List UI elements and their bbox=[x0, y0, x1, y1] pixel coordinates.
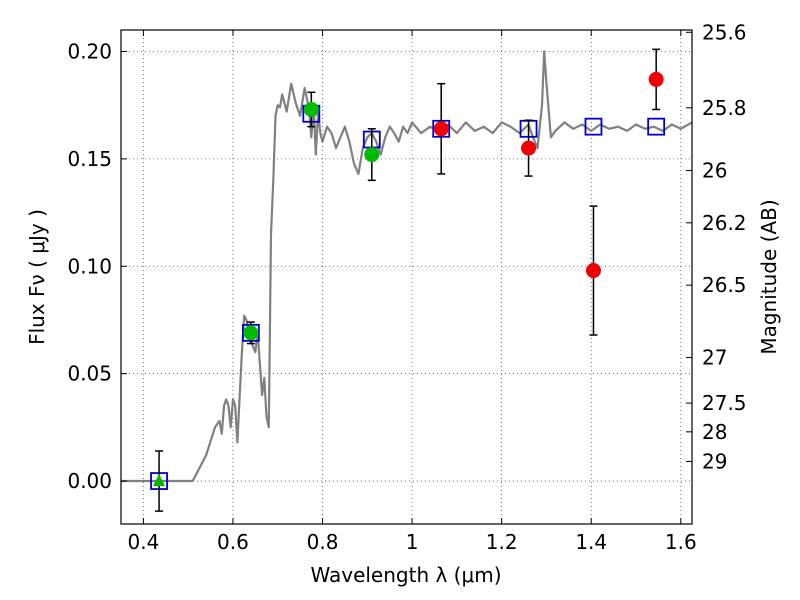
x-tick-label: 1.4 bbox=[575, 530, 607, 554]
y-axis-label: Flux Fν ( μJy ) bbox=[25, 209, 49, 345]
y2-tick-label: 25.8 bbox=[702, 96, 747, 120]
green-point bbox=[303, 101, 319, 117]
y2-tick-label: 25.6 bbox=[702, 20, 747, 44]
ticks: 0.4 0.6 0.8 1 1.2 1.4 1.6 0.00 0.05 0.10 0.15 0.20 2… bbox=[67, 20, 746, 554]
y-tick-label: 0.05 bbox=[67, 362, 112, 386]
plot-background bbox=[121, 30, 692, 524]
y2-tick-label: 26 bbox=[702, 159, 727, 183]
green-triangle-point bbox=[153, 474, 166, 487]
y2-tick-label: 26.2 bbox=[702, 211, 747, 235]
x-tick-label: 1 bbox=[406, 530, 419, 554]
x-axis-label: Wavelength λ (μm) bbox=[310, 563, 501, 587]
y-tick-label: 0.10 bbox=[67, 254, 112, 278]
data-layer bbox=[121, 48, 692, 512]
y2-tick-label: 26.5 bbox=[702, 273, 747, 297]
x-tick-label: 1.2 bbox=[486, 530, 518, 554]
y2-axis-label: Magnitude (AB) bbox=[757, 199, 781, 354]
red-point bbox=[433, 121, 449, 137]
y-tick-label: 0.15 bbox=[67, 147, 112, 171]
x-tick-label: 1.6 bbox=[665, 530, 697, 554]
y2-tick-label: 27.5 bbox=[702, 391, 747, 415]
red-point bbox=[648, 71, 664, 87]
green-point bbox=[243, 325, 259, 341]
x-tick-label: 0.6 bbox=[217, 530, 249, 554]
plot-frame bbox=[120, 29, 693, 525]
red-point bbox=[585, 263, 601, 279]
model-spectrum-line bbox=[121, 50, 692, 483]
y-tick-label: 0.00 bbox=[67, 469, 112, 493]
y-tick-label: 0.20 bbox=[67, 39, 112, 63]
y2-tick-label: 29 bbox=[702, 449, 727, 473]
green-point bbox=[364, 147, 380, 163]
y2-tick-label: 27 bbox=[702, 345, 727, 369]
x-tick-label: 0.4 bbox=[127, 530, 159, 554]
y2-tick-label: 28 bbox=[702, 420, 727, 444]
model-flux-square bbox=[584, 117, 603, 136]
red-point bbox=[521, 140, 537, 156]
model-flux-square bbox=[647, 117, 666, 136]
x-tick-label: 0.8 bbox=[307, 530, 339, 554]
